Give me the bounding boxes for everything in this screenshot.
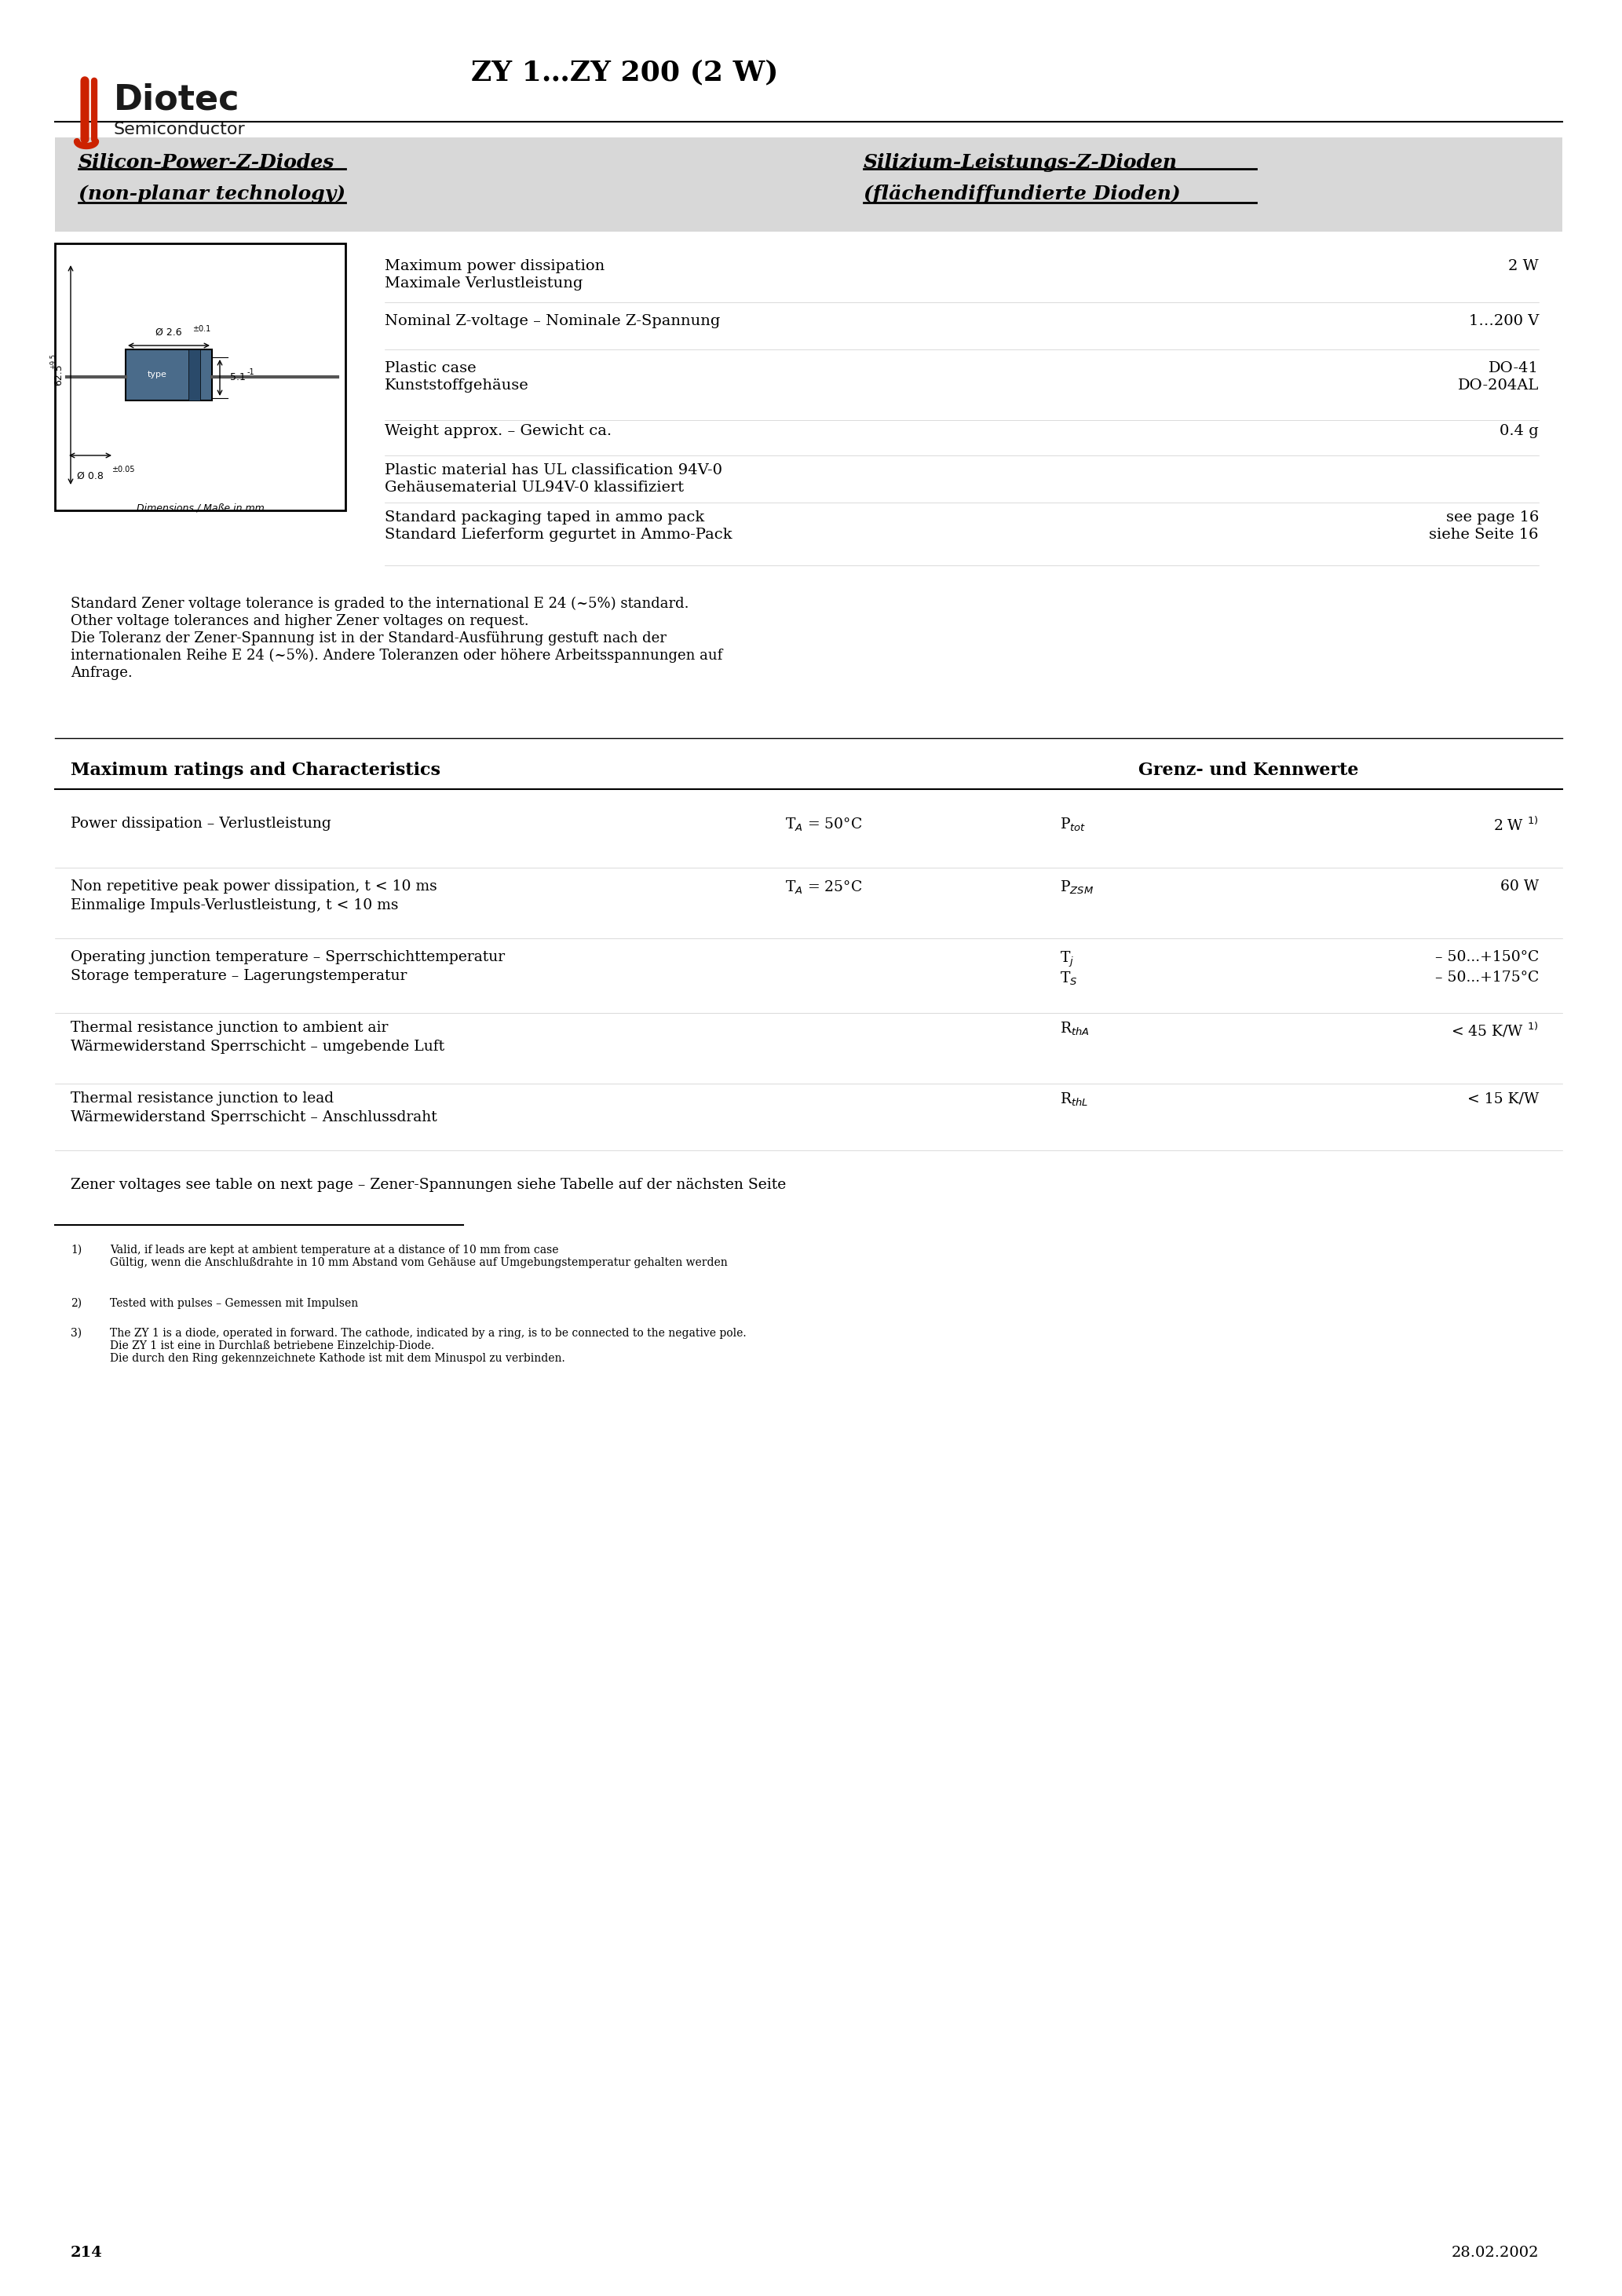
Text: ±0.1: ±0.1 <box>193 326 211 333</box>
Text: Plastic case: Plastic case <box>384 360 477 374</box>
Text: Non repetitive peak power dissipation, t < 10 ms: Non repetitive peak power dissipation, t… <box>71 879 436 893</box>
Text: Operating junction temperature – Sperrschichttemperatur: Operating junction temperature – Sperrsc… <box>71 951 504 964</box>
Text: DO-204AL: DO-204AL <box>1458 379 1539 393</box>
Text: 2 W $^{1)}$: 2 W $^{1)}$ <box>1494 817 1539 833</box>
Text: 3): 3) <box>71 1327 81 1339</box>
Text: Valid, if leads are kept at ambient temperature at a distance of 10 mm from case: Valid, if leads are kept at ambient temp… <box>110 1244 558 1256</box>
Text: Gehäusematerial UL94V-0 klassifiziert: Gehäusematerial UL94V-0 klassifiziert <box>384 480 684 494</box>
Text: type: type <box>148 372 167 379</box>
Text: Zener voltages see table on next page – Zener-Spannungen siehe Tabelle auf der n: Zener voltages see table on next page – … <box>71 1178 787 1192</box>
Text: Power dissipation – Verlustleistung: Power dissipation – Verlustleistung <box>71 817 331 831</box>
Text: 1…200 V: 1…200 V <box>1468 315 1539 328</box>
Text: T$_S$: T$_S$ <box>1059 971 1077 987</box>
Text: Thermal resistance junction to lead: Thermal resistance junction to lead <box>71 1091 334 1107</box>
Text: Dimensions / Maße in mm: Dimensions / Maße in mm <box>136 503 264 512</box>
Text: 62.5: 62.5 <box>54 363 63 386</box>
Text: Anfrage.: Anfrage. <box>71 666 133 680</box>
Text: R$_{thL}$: R$_{thL}$ <box>1059 1091 1088 1109</box>
Text: – 50...+175°C: – 50...+175°C <box>1435 971 1539 985</box>
Text: 214: 214 <box>71 2245 102 2259</box>
Text: Semiconductor: Semiconductor <box>114 122 245 138</box>
Text: 5.1: 5.1 <box>230 372 245 381</box>
Text: P$_{tot}$: P$_{tot}$ <box>1059 817 1087 833</box>
Text: 0.4 g: 0.4 g <box>1500 425 1539 439</box>
Text: Die durch den Ring gekennzeichnete Kathode ist mit dem Minuspol zu verbinden.: Die durch den Ring gekennzeichnete Katho… <box>110 1352 564 1364</box>
Text: ±0.05: ±0.05 <box>112 466 135 473</box>
Text: Diotec: Diotec <box>114 83 240 117</box>
Text: Ø 0.8: Ø 0.8 <box>76 471 104 482</box>
Text: internationalen Reihe E 24 (~5%). Andere Toleranzen oder höhere Arbeitsspannunge: internationalen Reihe E 24 (~5%). Andere… <box>71 647 722 664</box>
Bar <box>125 349 212 400</box>
Text: (flächendiffundierte Dioden): (flächendiffundierte Dioden) <box>863 184 1181 204</box>
Text: Die Toleranz der Zener-Spannung ist in der Standard-Ausführung gestuft nach der: Die Toleranz der Zener-Spannung ist in d… <box>71 631 667 645</box>
Text: Maximum ratings and Characteristics: Maximum ratings and Characteristics <box>71 762 441 778</box>
Text: Silizium-Leistungs-Z-Dioden: Silizium-Leistungs-Z-Dioden <box>863 154 1178 172</box>
Text: Standard packaging taped in ammo pack: Standard packaging taped in ammo pack <box>384 510 704 523</box>
Text: DO-41: DO-41 <box>1489 360 1539 374</box>
Text: – 50...+150°C: – 50...+150°C <box>1435 951 1539 964</box>
Text: 2 W: 2 W <box>1508 259 1539 273</box>
Text: Kunststoffgehäuse: Kunststoffgehäuse <box>384 379 529 393</box>
Text: 1): 1) <box>71 1244 81 1256</box>
Text: Ø 2.6: Ø 2.6 <box>156 328 182 338</box>
Text: Storage temperature – Lagerungstemperatur: Storage temperature – Lagerungstemperatu… <box>71 969 407 983</box>
Text: Silicon-Power-Z-Diodes: Silicon-Power-Z-Diodes <box>78 154 334 172</box>
Text: Grenz- und Kennwerte: Grenz- und Kennwerte <box>1139 762 1359 778</box>
Text: +9.5: +9.5 <box>50 354 57 370</box>
Text: Standard Lieferform gegurtet in Ammo-Pack: Standard Lieferform gegurtet in Ammo-Pac… <box>384 528 732 542</box>
Text: Nominal Z-voltage – Nominale Z-Spannung: Nominal Z-voltage – Nominale Z-Spannung <box>384 315 720 328</box>
Text: Wärmewiderstand Sperrschicht – Anschlussdraht: Wärmewiderstand Sperrschicht – Anschluss… <box>71 1111 436 1125</box>
Text: T$_A$ = 25°C: T$_A$ = 25°C <box>785 879 863 895</box>
Text: see page 16: see page 16 <box>1445 510 1539 523</box>
Text: (non-planar technology): (non-planar technology) <box>78 184 345 204</box>
Text: Other voltage tolerances and higher Zener voltages on request.: Other voltage tolerances and higher Zene… <box>71 613 529 629</box>
Text: Standard Zener voltage tolerance is graded to the international E 24 (~5%) stand: Standard Zener voltage tolerance is grad… <box>71 597 689 611</box>
Text: Thermal resistance junction to ambient air: Thermal resistance junction to ambient a… <box>71 1022 388 1035</box>
Bar <box>55 138 1562 232</box>
Text: siehe Seite 16: siehe Seite 16 <box>1429 528 1539 542</box>
Text: < 15 K/W: < 15 K/W <box>1468 1091 1539 1107</box>
Text: Wärmewiderstand Sperrschicht – umgebende Luft: Wärmewiderstand Sperrschicht – umgebende… <box>71 1040 444 1054</box>
Text: < 45 K/W $^{1)}$: < 45 K/W $^{1)}$ <box>1452 1022 1539 1040</box>
Text: 60 W: 60 W <box>1500 879 1539 893</box>
Text: Maximale Verlustleistung: Maximale Verlustleistung <box>384 276 582 292</box>
Text: Gültig, wenn die Anschlußdrahte in 10 mm Abstand vom Gehäuse auf Umgebungstemper: Gültig, wenn die Anschlußdrahte in 10 mm… <box>110 1258 728 1267</box>
Text: Tested with pulses – Gemessen mit Impulsen: Tested with pulses – Gemessen mit Impuls… <box>110 1297 358 1309</box>
Text: T$_j$: T$_j$ <box>1059 951 1074 969</box>
Text: Maximum power dissipation: Maximum power dissipation <box>384 259 605 273</box>
Text: Einmalige Impuls-Verlustleistung, t < 10 ms: Einmalige Impuls-Verlustleistung, t < 10… <box>71 898 399 912</box>
Text: -1: -1 <box>247 367 255 377</box>
Bar <box>188 349 200 400</box>
Text: 2): 2) <box>71 1297 81 1309</box>
Text: P$_{ZSM}$: P$_{ZSM}$ <box>1059 879 1093 895</box>
Text: Plastic material has UL classification 94V-0: Plastic material has UL classification 9… <box>384 464 722 478</box>
Text: The ZY 1 is a diode, operated in forward. The cathode, indicated by a ring, is t: The ZY 1 is a diode, operated in forward… <box>110 1327 746 1339</box>
Text: ZY 1…ZY 200 (2 W): ZY 1…ZY 200 (2 W) <box>470 60 779 85</box>
Text: R$_{thA}$: R$_{thA}$ <box>1059 1022 1090 1038</box>
Text: Die ZY 1 ist eine in Durchlaß betriebene Einzelchip-Diode.: Die ZY 1 ist eine in Durchlaß betriebene… <box>110 1341 435 1352</box>
Text: T$_A$ = 50°C: T$_A$ = 50°C <box>785 817 863 833</box>
Text: 28.02.2002: 28.02.2002 <box>1452 2245 1539 2259</box>
Text: Weight approx. – Gewicht ca.: Weight approx. – Gewicht ca. <box>384 425 611 439</box>
Bar <box>55 243 345 510</box>
